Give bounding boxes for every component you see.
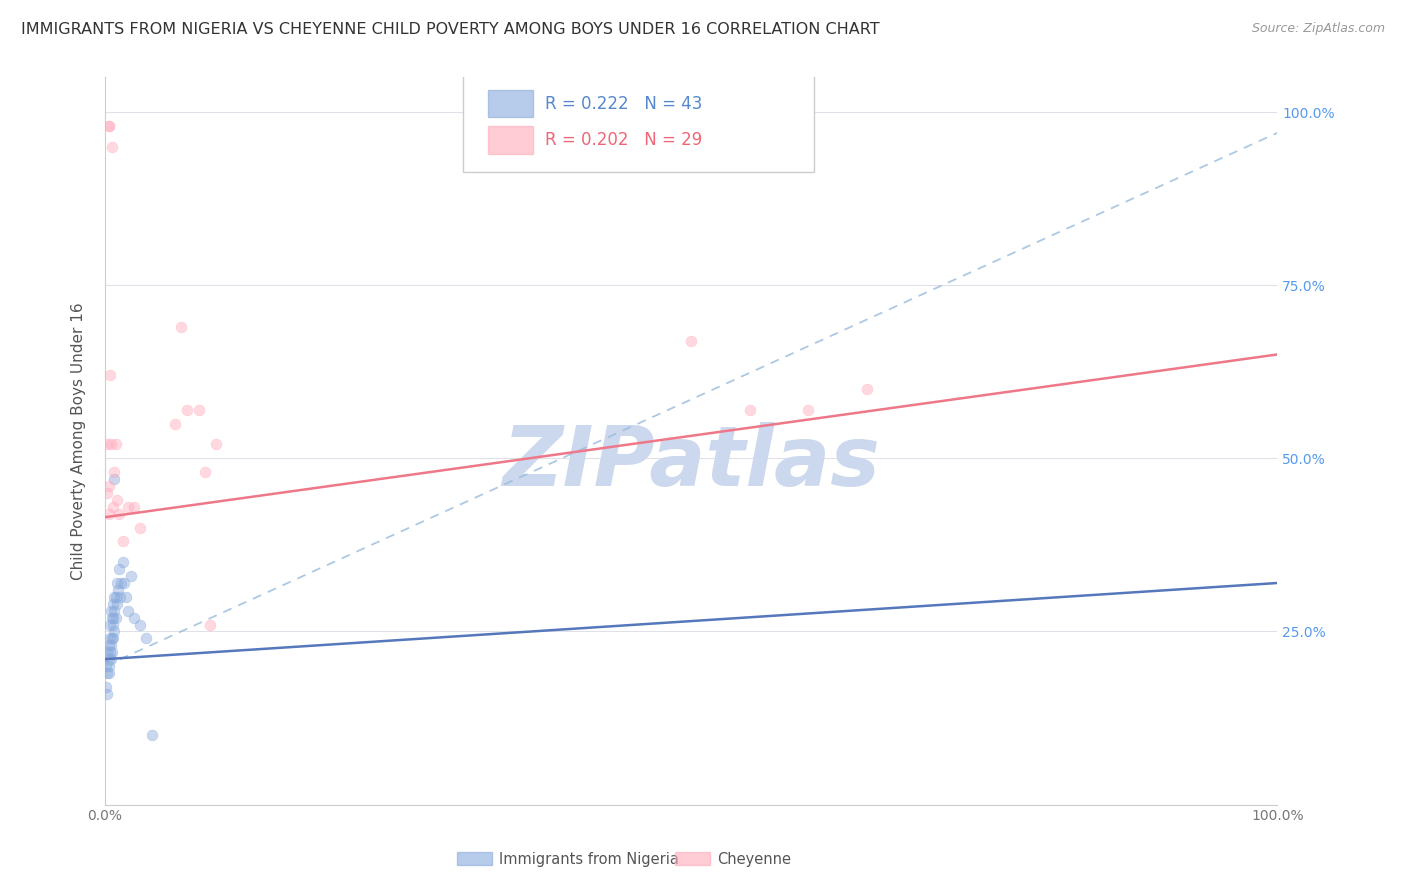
Point [104, 437, 127, 451]
Point [96, 666, 118, 681]
Point [98, 645, 121, 659]
Point [100, 638, 122, 652]
Point [103, 632, 125, 646]
Point [96, 659, 118, 673]
Point [96, 645, 118, 659]
Point [176, 402, 198, 417]
Point [124, 500, 146, 514]
Point [98, 368, 121, 383]
Point [115, 590, 138, 604]
Point [738, 402, 761, 417]
Point [200, 617, 222, 632]
FancyBboxPatch shape [488, 126, 533, 153]
Point [97, 119, 120, 133]
Point [97, 638, 120, 652]
Text: Cheyenne: Cheyenne [717, 853, 792, 867]
Point [108, 507, 131, 521]
Point [110, 590, 132, 604]
Point [103, 604, 125, 618]
Point [103, 590, 125, 604]
Text: ZIPatlas: ZIPatlas [502, 422, 880, 503]
Text: R = 0.202   N = 29: R = 0.202 N = 29 [544, 131, 702, 149]
Point [205, 437, 228, 451]
Point [97, 666, 120, 681]
Point [97, 479, 120, 493]
Text: Immigrants from Nigeria: Immigrants from Nigeria [499, 853, 679, 867]
Point [104, 610, 127, 624]
Point [111, 555, 134, 569]
Point [141, 728, 163, 742]
Point [105, 597, 128, 611]
Point [129, 520, 152, 534]
Point [96, 680, 118, 694]
Point [98, 617, 121, 632]
Point [103, 624, 125, 639]
Point [101, 139, 124, 153]
Point [103, 617, 125, 632]
Point [165, 417, 187, 431]
Point [120, 569, 142, 583]
Point [117, 500, 139, 514]
Point [124, 610, 146, 624]
Text: Source: ZipAtlas.com: Source: ZipAtlas.com [1251, 22, 1385, 36]
Point [117, 604, 139, 618]
Point [96, 486, 118, 500]
Text: IMMIGRANTS FROM NIGERIA VS CHEYENNE CHILD POVERTY AMONG BOYS UNDER 16 CORRELATIO: IMMIGRANTS FROM NIGERIA VS CHEYENNE CHIL… [21, 22, 880, 37]
FancyBboxPatch shape [488, 90, 533, 118]
Point [100, 652, 122, 666]
Point [103, 597, 125, 611]
Point [797, 402, 820, 417]
Point [100, 437, 122, 451]
Point [101, 610, 124, 624]
Point [111, 534, 134, 549]
Point [103, 465, 125, 479]
Point [103, 472, 125, 486]
Point [96, 687, 118, 701]
Point [97, 119, 120, 133]
Point [104, 590, 127, 604]
Point [97, 652, 120, 666]
Point [96, 437, 118, 451]
Point [103, 610, 125, 624]
Y-axis label: Child Poverty Among Boys Under 16: Child Poverty Among Boys Under 16 [72, 302, 86, 580]
Point [100, 604, 122, 618]
Point [681, 334, 703, 348]
Point [108, 562, 131, 576]
Text: R = 0.222   N = 43: R = 0.222 N = 43 [544, 95, 702, 112]
Point [170, 319, 193, 334]
Point [105, 492, 128, 507]
Point [107, 582, 129, 597]
Point [97, 659, 120, 673]
Point [101, 632, 124, 646]
Point [194, 465, 217, 479]
Point [101, 645, 124, 659]
FancyBboxPatch shape [463, 70, 814, 172]
Point [110, 576, 132, 591]
Point [105, 576, 128, 591]
Point [135, 632, 157, 646]
Point [129, 617, 152, 632]
Point [103, 500, 125, 514]
Point [856, 382, 879, 396]
Point [112, 576, 135, 591]
Point [187, 402, 209, 417]
Point [97, 507, 120, 521]
Point [98, 632, 121, 646]
